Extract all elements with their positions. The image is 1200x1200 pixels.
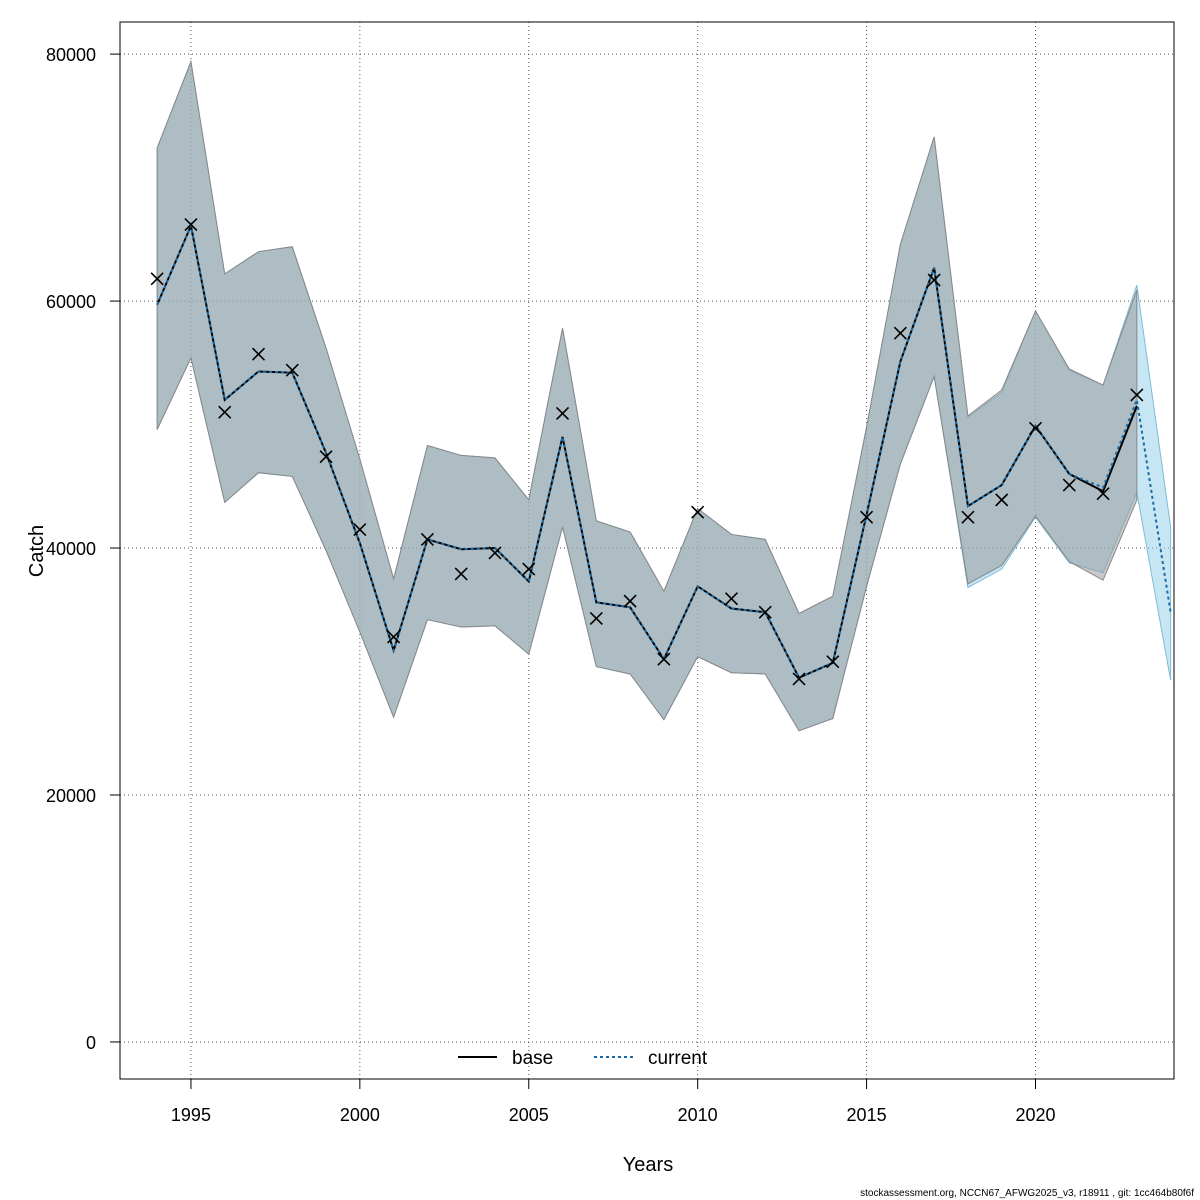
observed-point	[420, 532, 434, 546]
observed-point	[184, 217, 198, 232]
observed-point	[1062, 478, 1076, 492]
observed-point	[319, 450, 333, 464]
observed-point	[1096, 487, 1110, 501]
footer-text: stockassessment.org, NCCN67_AFWG2025_v3,…	[860, 1188, 1194, 1199]
observed-point	[251, 347, 266, 361]
y-tick-label: 60000	[46, 292, 96, 312]
observed-point	[353, 522, 367, 537]
line-current	[156, 222, 1172, 679]
y-axis: 0 20000 40000 60000 80000	[46, 45, 120, 1053]
observed-point	[961, 510, 975, 524]
plot-frame	[119, 21, 1175, 1080]
observed-point	[724, 592, 739, 606]
x-tick-label: 2010	[678, 1105, 718, 1125]
x-axis-title: Years	[623, 1154, 673, 1176]
observed-point	[657, 652, 671, 666]
observed-point	[758, 605, 772, 619]
observed-point	[691, 505, 705, 519]
series-lines	[156, 222, 1172, 679]
observed-point	[792, 672, 806, 686]
legend-label-base: base	[512, 1048, 553, 1069]
legend-label-current: current	[648, 1048, 708, 1069]
x-tick-label: 2015	[847, 1105, 887, 1125]
observed-point	[893, 326, 907, 340]
band-base	[156, 59, 1138, 732]
observed-point	[860, 510, 874, 524]
observed-point	[387, 630, 401, 644]
y-axis-title: Catch	[26, 525, 48, 577]
observed-point	[150, 272, 164, 286]
y-tick-label: 0	[86, 1033, 96, 1053]
observed-point	[1130, 388, 1144, 402]
x-tick-label: 2005	[509, 1105, 549, 1125]
x-tick-label: 2000	[340, 1105, 380, 1125]
observed-points	[150, 217, 1144, 686]
observed-point	[555, 406, 570, 421]
observed-point	[623, 594, 637, 608]
y-tick-label: 40000	[46, 539, 96, 559]
observed-point	[927, 273, 941, 287]
observed-point	[285, 363, 299, 377]
x-tick-label: 2020	[1015, 1105, 1055, 1125]
observed-point	[1028, 421, 1043, 435]
observed-point	[522, 562, 536, 576]
confidence-bands	[156, 59, 1172, 732]
observed-point	[995, 493, 1009, 507]
observed-point	[454, 567, 468, 581]
observed-point	[826, 655, 840, 669]
legend: base current	[458, 1048, 708, 1069]
observed-point	[218, 405, 232, 419]
observed-point	[488, 546, 502, 560]
y-tick-label: 80000	[46, 45, 96, 65]
y-tick-label: 20000	[46, 786, 96, 806]
x-axis: 1995 2000 2005 2010 2015 2020	[171, 1079, 1056, 1125]
observed-point	[589, 611, 603, 625]
grid-lines	[120, 22, 1174, 1079]
x-tick-label: 1995	[171, 1105, 211, 1125]
